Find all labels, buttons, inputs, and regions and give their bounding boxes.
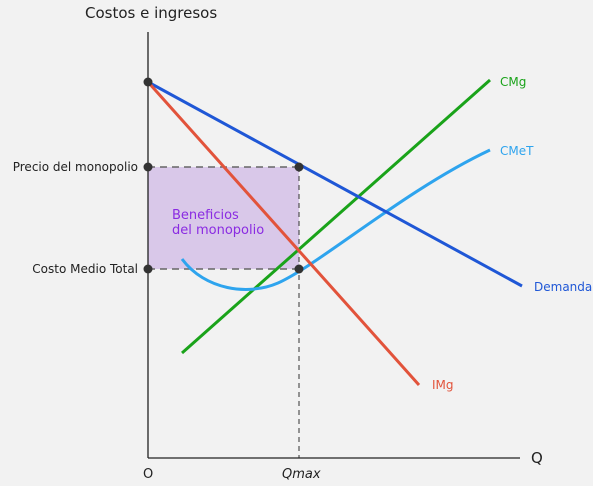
demand-label: Demanda: [534, 280, 592, 294]
demand-intercept-point: [143, 77, 153, 87]
profit-area-label-1: Beneficios: [172, 208, 239, 223]
mr-label: IMg: [432, 378, 454, 392]
atc-curve-label: CMeT: [500, 144, 534, 158]
mc-curve: [181, 78, 491, 355]
profit-area-label-2: del monopolio: [172, 223, 264, 238]
qmax-label: Qmax: [282, 467, 321, 482]
atc-at-qmax-point: [294, 264, 304, 274]
price-label: Precio del monopolio: [13, 160, 138, 174]
origin-label: O: [143, 467, 153, 482]
mc-label: CMg: [500, 75, 526, 89]
monopoly-price-point: [294, 162, 304, 172]
mr-curve: [146, 81, 421, 386]
price-axis-point: [143, 162, 153, 172]
demand-curve: [147, 80, 523, 288]
y-axis-title: Costos e ingresos: [85, 4, 217, 22]
atc-curve: [180, 148, 491, 291]
atc-axis-point: [143, 264, 153, 274]
x-axis-title: Q: [531, 449, 543, 467]
profit-area: [148, 167, 299, 269]
atc-label: Costo Medio Total: [32, 262, 138, 276]
